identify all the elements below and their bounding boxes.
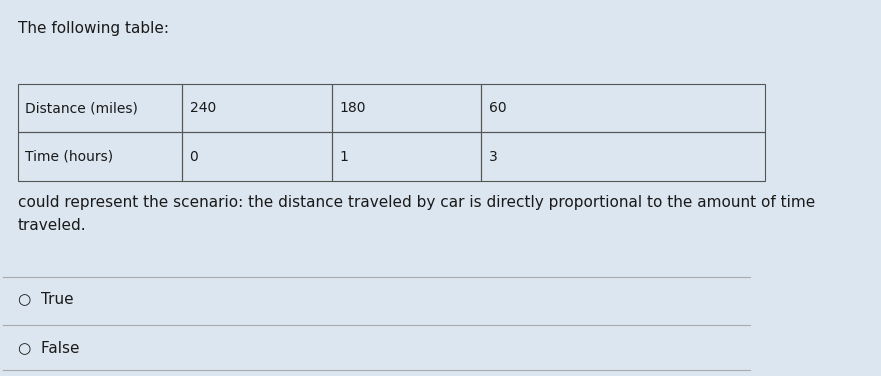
Text: ○  True: ○ True bbox=[18, 292, 73, 307]
Text: 1: 1 bbox=[339, 150, 348, 164]
Text: 0: 0 bbox=[189, 150, 198, 164]
Text: Time (hours): Time (hours) bbox=[26, 150, 114, 164]
Text: could represent the scenario: the distance traveled by car is directly proportio: could represent the scenario: the distan… bbox=[18, 196, 815, 233]
Text: The following table:: The following table: bbox=[18, 21, 169, 36]
Text: 180: 180 bbox=[339, 102, 366, 115]
Text: 60: 60 bbox=[489, 102, 507, 115]
Text: Distance (miles): Distance (miles) bbox=[26, 102, 138, 115]
Text: 240: 240 bbox=[189, 102, 216, 115]
Text: 3: 3 bbox=[489, 150, 497, 164]
Text: ○  False: ○ False bbox=[18, 340, 79, 355]
